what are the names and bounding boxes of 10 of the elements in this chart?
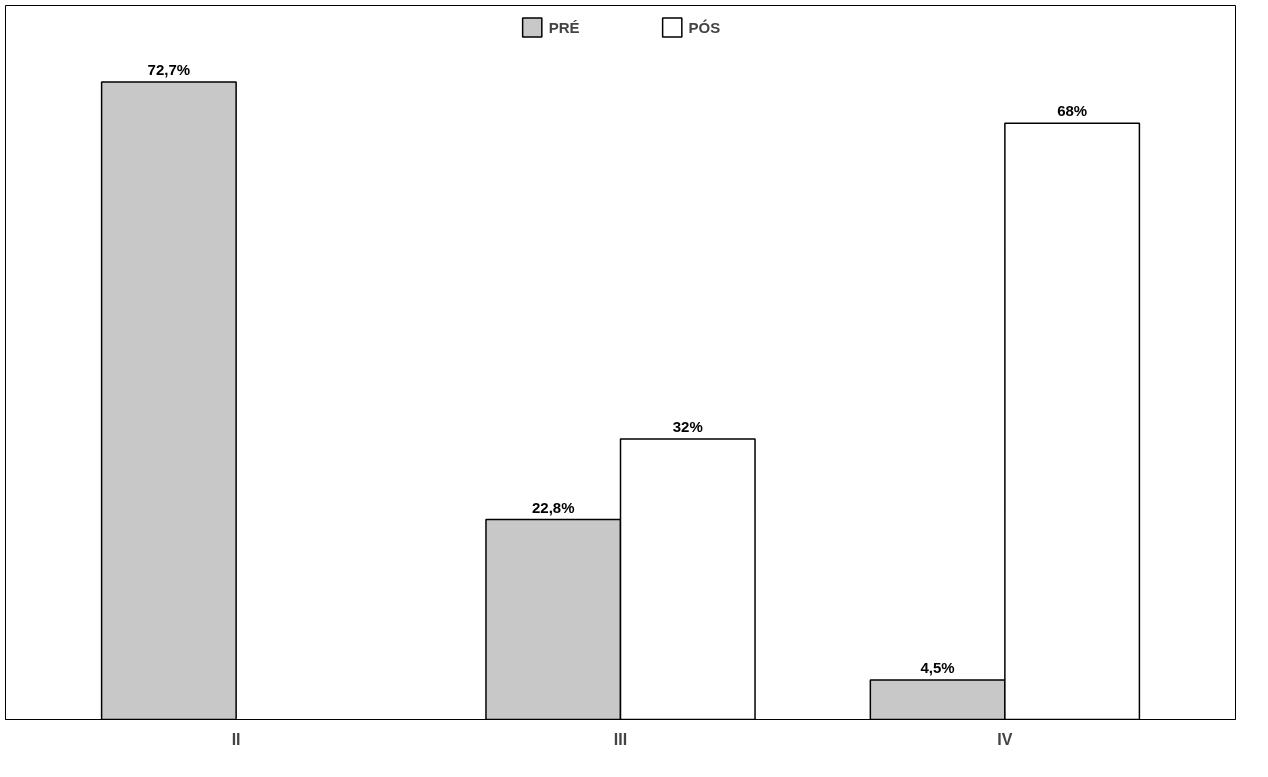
x-tick-label: IV	[997, 730, 1013, 748]
data-label: 22,8%	[531, 498, 575, 516]
legend-label: PÓS	[688, 18, 721, 36]
data-label: 4,5%	[920, 659, 955, 677]
legend-label: PRÉ	[548, 18, 580, 36]
data-label: 68%	[1057, 102, 1088, 120]
x-tick-label: III	[613, 730, 628, 748]
data-label: 72,7%	[147, 61, 191, 78]
x-tick-label: II	[231, 730, 241, 748]
data-label: 32%	[672, 417, 703, 435]
